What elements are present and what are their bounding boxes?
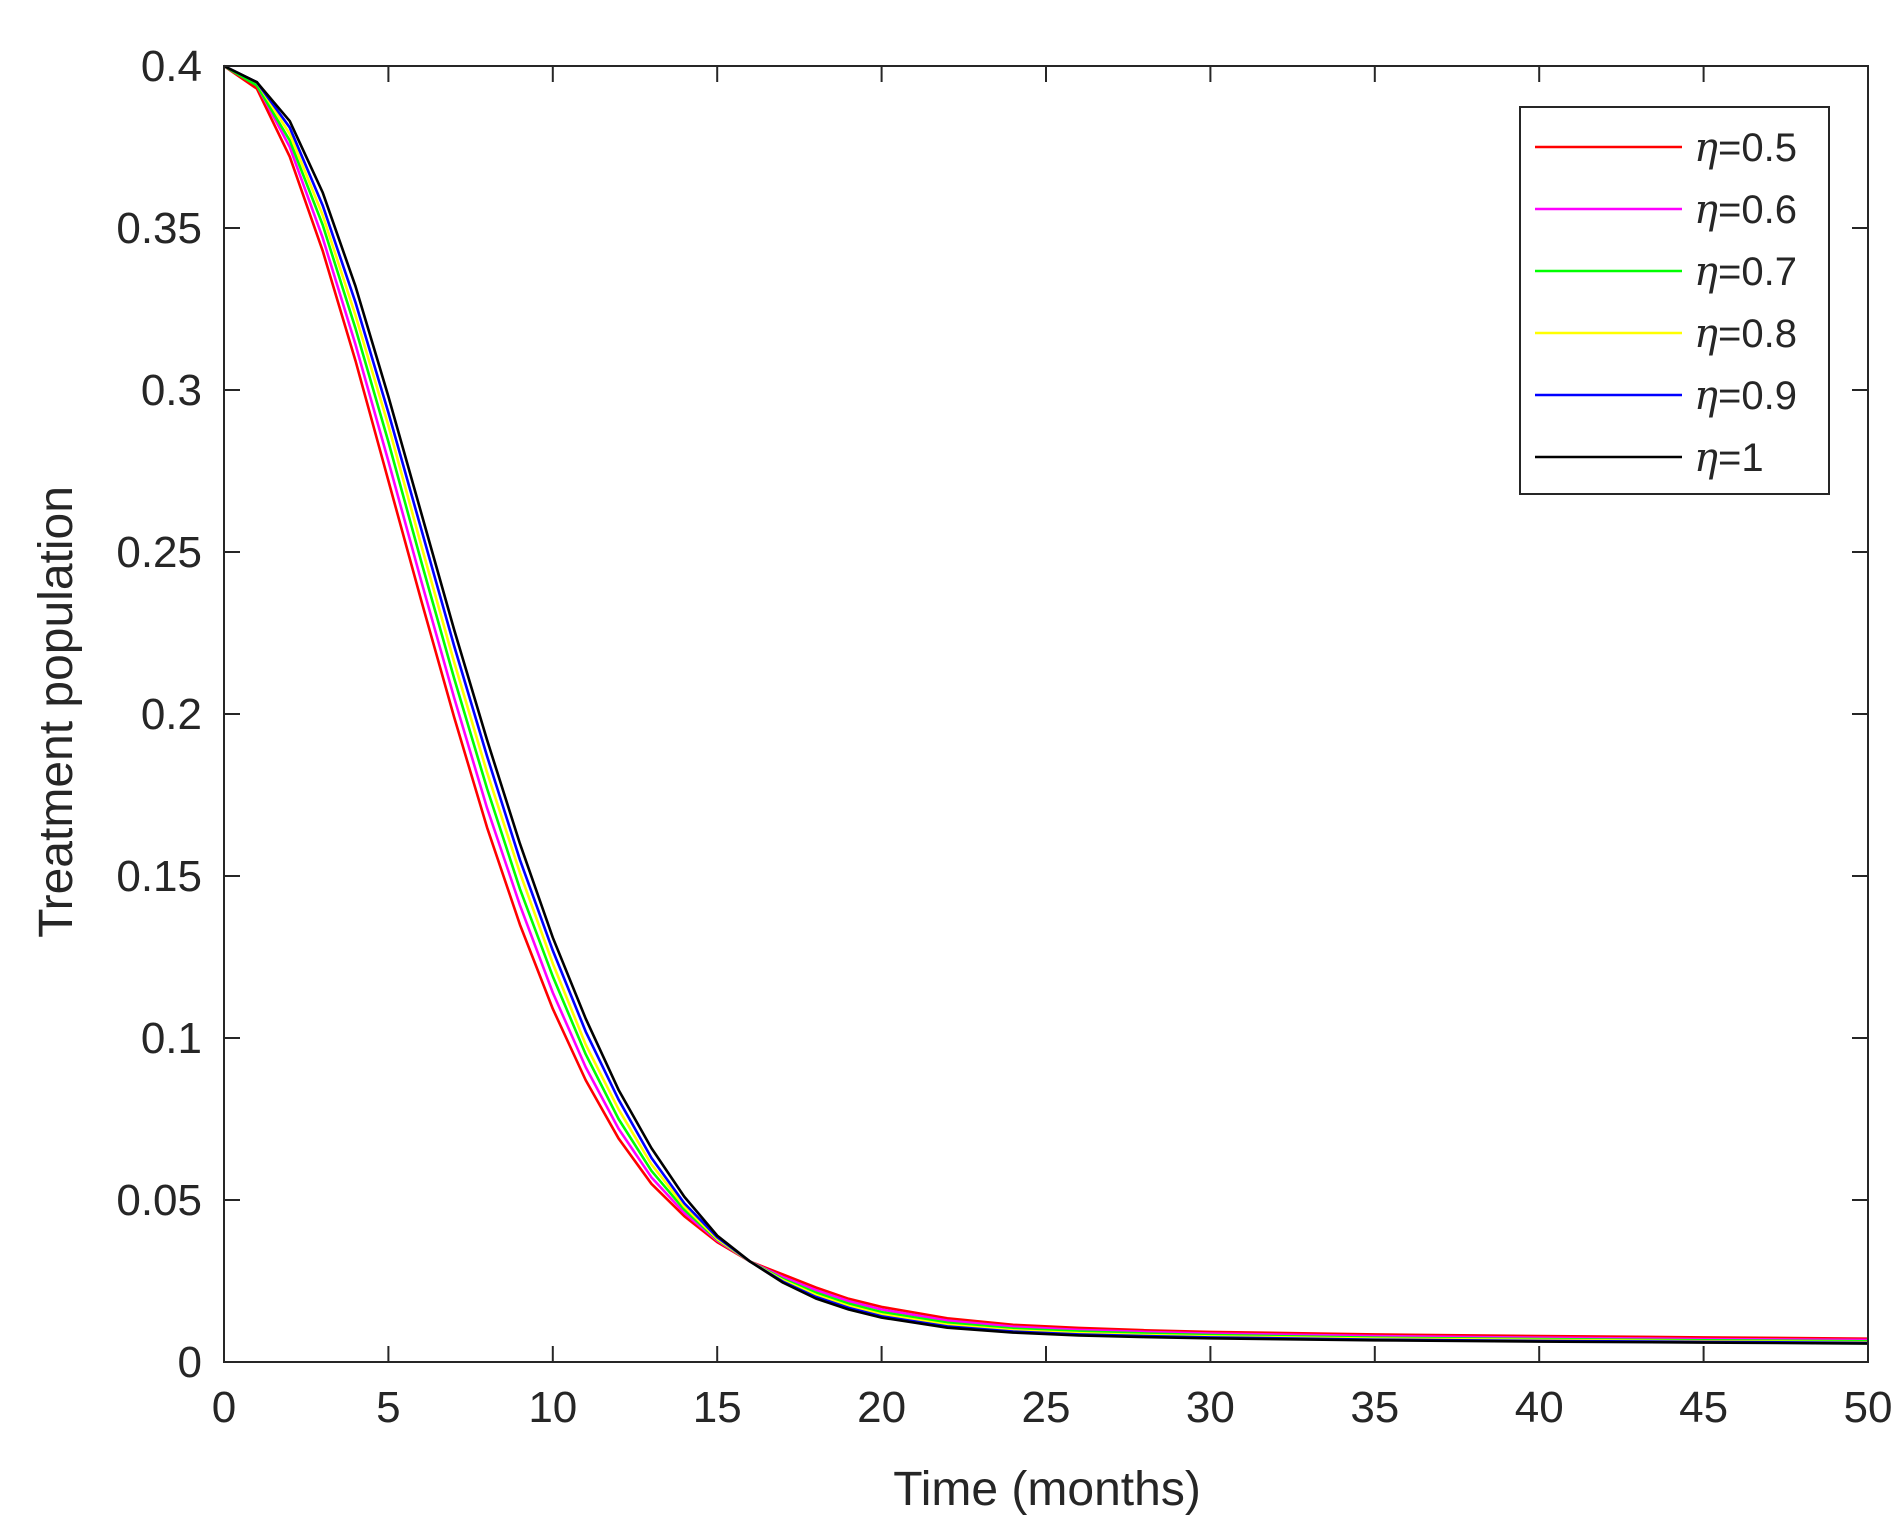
x-tick-label: 15 bbox=[693, 1383, 742, 1432]
legend-item: η=0.5 bbox=[1535, 125, 1797, 171]
y-tick-label: 0.2 bbox=[141, 690, 202, 739]
legend-value: =0.7 bbox=[1718, 250, 1797, 294]
eta-symbol: η bbox=[1694, 249, 1718, 295]
legend-value: =0.5 bbox=[1718, 126, 1797, 170]
y-tick-label: 0.35 bbox=[116, 204, 202, 253]
x-tick-label: 10 bbox=[528, 1383, 577, 1432]
eta-symbol: η bbox=[1694, 311, 1718, 357]
series-line-1 bbox=[223, 64, 1869, 1340]
series-line-3 bbox=[223, 64, 1869, 1343]
x-tick-label: 30 bbox=[1186, 1383, 1235, 1432]
legend-label: η=0.6 bbox=[1694, 187, 1797, 233]
legend-value: =0.9 bbox=[1718, 374, 1797, 418]
series-line-6 bbox=[223, 64, 1869, 1345]
legend-box bbox=[1519, 106, 1830, 495]
y-tick-label: 0.1 bbox=[141, 1014, 202, 1063]
x-tick-label: 50 bbox=[1844, 1383, 1893, 1432]
legend: η=0.5η=0.6η=0.7η=0.8η=0.9η=1 bbox=[1519, 106, 1830, 495]
legend-value: =0.8 bbox=[1718, 312, 1797, 356]
legend-item: η=0.8 bbox=[1535, 311, 1797, 357]
eta-symbol: η bbox=[1694, 187, 1718, 233]
x-tick-label: 40 bbox=[1515, 1383, 1564, 1432]
y-tick-label: 0.15 bbox=[116, 852, 202, 901]
legend-item: η=0.7 bbox=[1535, 249, 1797, 295]
series-line-2 bbox=[223, 64, 1869, 1342]
legend-label: η=0.5 bbox=[1694, 125, 1797, 171]
y-tick-label: 0.05 bbox=[116, 1176, 202, 1225]
x-tick-label: 5 bbox=[376, 1383, 400, 1432]
legend-value: =1 bbox=[1718, 436, 1764, 480]
y-axis-label: Treatment population bbox=[30, 486, 83, 938]
eta-symbol: η bbox=[1694, 373, 1718, 419]
legend-label: η=0.8 bbox=[1694, 311, 1797, 357]
tick-labels: 0 5 10 15 20 25 30 35 40 45 50 0 0.05 0.1 0.15 0.2 0.25 0… bbox=[116, 42, 1892, 1432]
x-tick-label: 35 bbox=[1350, 1383, 1399, 1432]
y-tick-label: 0.4 bbox=[141, 42, 202, 91]
legend-value: =0.6 bbox=[1718, 188, 1797, 232]
tick-marks bbox=[223, 65, 1869, 1363]
y-tick-label: 0.25 bbox=[116, 528, 202, 577]
legend-label: η=0.7 bbox=[1694, 249, 1797, 295]
legend-item: η=0.6 bbox=[1535, 187, 1797, 233]
x-tick-label: 0 bbox=[212, 1383, 236, 1432]
legend-item: η=1 bbox=[1535, 435, 1764, 481]
y-tick-label: 0 bbox=[178, 1338, 202, 1387]
x-tick-label: 45 bbox=[1679, 1383, 1728, 1432]
eta-symbol: η bbox=[1694, 125, 1718, 171]
y-tick-label: 0.3 bbox=[141, 366, 202, 415]
eta-symbol: η bbox=[1694, 435, 1718, 481]
legend-label: η=0.9 bbox=[1694, 373, 1797, 419]
x-tick-label: 20 bbox=[857, 1383, 906, 1432]
legend-label: η=1 bbox=[1694, 435, 1764, 481]
x-axis-label: Time (months) bbox=[893, 1463, 1201, 1516]
series-layer bbox=[223, 64, 1869, 1345]
legend-item: η=0.9 bbox=[1535, 373, 1797, 419]
x-tick-label: 25 bbox=[1022, 1383, 1071, 1432]
